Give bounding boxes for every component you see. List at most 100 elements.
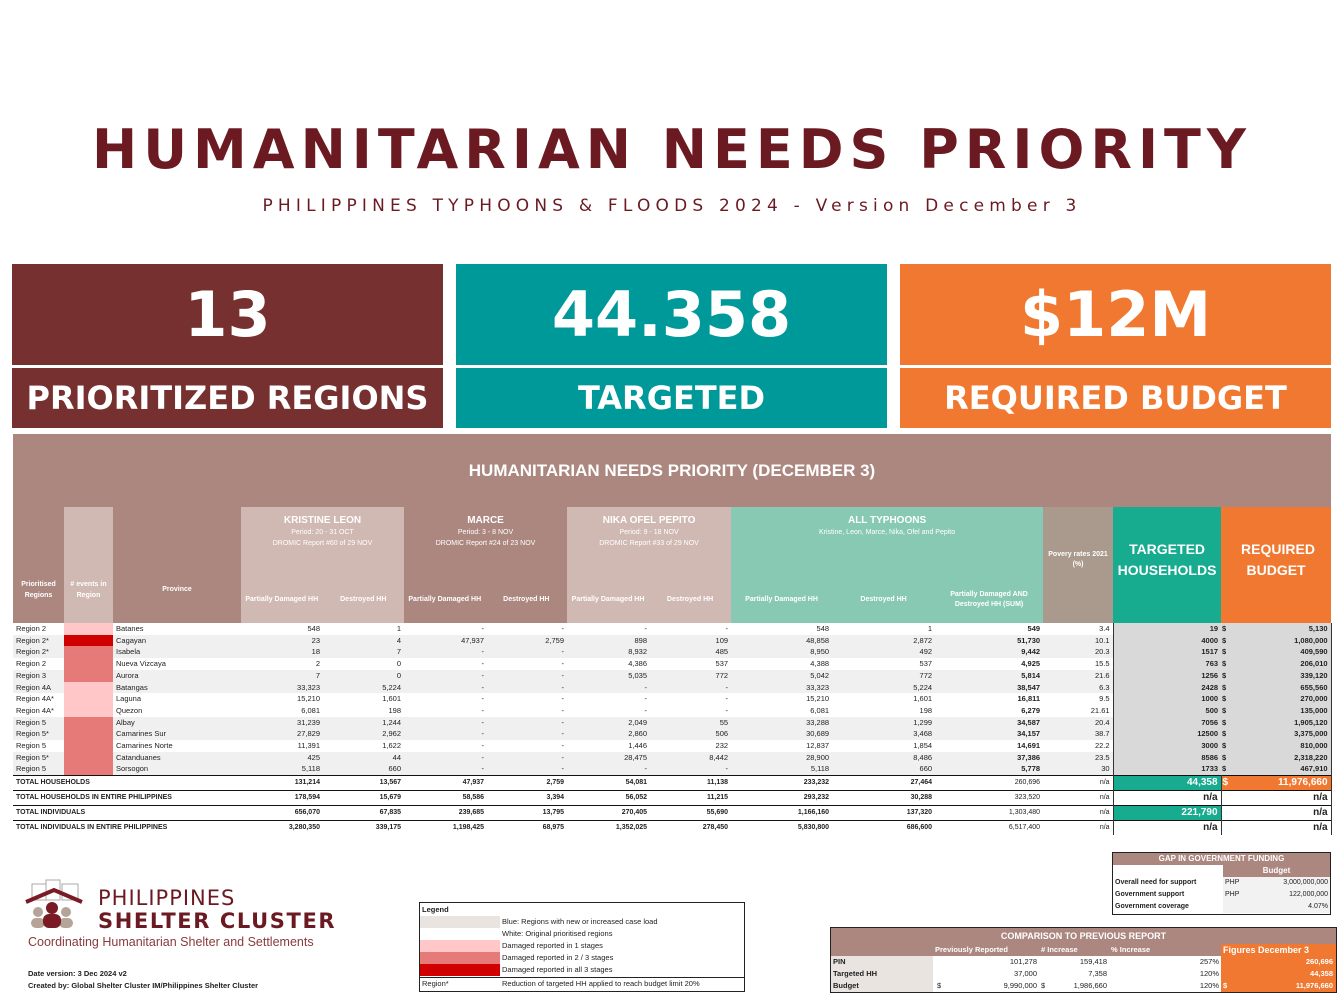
m_d-cell: - — [561, 682, 565, 692]
a_d-cell: 1,299 — [913, 717, 933, 727]
pov-cell: 21.61 — [1043, 704, 1114, 717]
currency: $ — [1223, 981, 1228, 990]
events-cell — [64, 728, 113, 741]
a_d-cell: 8,486 — [913, 752, 933, 762]
region-cell: Region 5* — [16, 729, 49, 739]
legend-text: Blue: Regions with new or increased case… — [502, 917, 658, 926]
events-cell — [64, 751, 113, 764]
n_p-cell: 1,446 — [628, 741, 648, 751]
pov-cell: 20.4 — [1043, 716, 1114, 729]
kl_d-cell: 660 — [388, 764, 402, 774]
total-a_d-cell: 137,320 — [832, 804, 936, 821]
a_d-cell: 772 — [919, 670, 933, 680]
hh-cell: 19 — [1113, 623, 1222, 635]
total-a_d-cell: 686,600 — [832, 819, 936, 835]
events-cell — [64, 693, 113, 705]
n_p-cell: - — [644, 682, 648, 692]
budget-cell: 467,910 — [1243, 763, 1332, 776]
total-n_p-cell: 270,405 — [567, 804, 651, 821]
total-cur-cell — [1221, 804, 1244, 821]
prev-value: 9,990,000 — [1003, 981, 1037, 990]
nika-title: NIKA OFEL PEPITO — [602, 515, 696, 526]
figure-value: 260,696 — [1305, 957, 1333, 966]
cur-cell: $ — [1221, 658, 1244, 670]
legend-item: White: Original prioritised regions — [420, 928, 744, 940]
prev-value: 37,000 — [1014, 969, 1037, 978]
legend-note-key: Region* — [422, 979, 449, 988]
gap-currency — [1223, 901, 1263, 913]
m_d-cell: - — [561, 752, 565, 762]
total-label: TOTAL INDIVIDUALS IN ENTIRE PHILIPPINES — [13, 819, 241, 835]
m_d-cell: - — [561, 729, 565, 739]
total-budget-cell: 11,976,660 — [1243, 775, 1332, 791]
gap-value: 4.07% — [1263, 901, 1330, 913]
legend-swatch — [420, 952, 500, 964]
regions-label: PRIORITIZED REGIONS — [12, 368, 443, 428]
m_p-cell: - — [481, 705, 485, 715]
kl_d-cell: 1,244 — [382, 717, 402, 727]
kl-title: KRISTINE LEON — [283, 515, 362, 526]
m_d-cell: - — [561, 741, 565, 751]
total-budget-cell: n/a — [1243, 819, 1332, 835]
comparison-label: PIN — [831, 956, 933, 968]
n_p-cell: - — [644, 694, 648, 704]
kl-destroyed-header: Destroyed HH — [340, 595, 387, 603]
n_p-cell: - — [644, 624, 648, 633]
total-cur-cell: $ — [1221, 775, 1244, 791]
sum-cell: 34,587 — [1017, 717, 1041, 727]
a_p-cell: 4,388 — [810, 659, 830, 669]
gap-label: Government support — [1115, 891, 1185, 898]
pov-cell: 6.3 — [1043, 681, 1114, 694]
sum-cell: 549 — [1027, 624, 1041, 633]
n_p-cell: 4,386 — [628, 659, 648, 669]
comparison-row: Targeted HH 37,000 7,358 120% 44,358 — [831, 968, 1336, 980]
table-row: Region 2 Nueva Vizcaya 2 0 - - 4,386 537 4,388 53… — [13, 658, 1332, 670]
sum-cell: 14,691 — [1017, 741, 1041, 751]
kl_d-cell: 0 — [396, 659, 402, 669]
kl_d-cell: 198 — [388, 705, 402, 715]
total-n_d-cell: 278,450 — [650, 819, 732, 835]
n_d-cell: - — [725, 682, 729, 692]
pov-cell: 21.6 — [1043, 669, 1114, 682]
events-cell — [64, 623, 113, 635]
all-partial-header: Partially Damaged HH — [745, 595, 818, 603]
gap-value: 122,000,000 — [1263, 889, 1330, 901]
kl_p-cell: 18 — [311, 647, 320, 657]
m_p-cell: - — [481, 717, 485, 727]
n_p-cell: - — [644, 705, 648, 715]
hh-cell: 1517 — [1113, 646, 1222, 659]
total-kl_p-cell: 656,070 — [241, 804, 323, 821]
total-a_p-cell: 5,830,800 — [731, 819, 833, 835]
total-kl_d-cell: 339,175 — [323, 819, 405, 835]
total-row: TOTAL INDIVIDUALS 656,070 67,835 239,685 13,… — [13, 804, 1332, 821]
figure-value: 11,976,660 — [1295, 981, 1333, 990]
n_d-cell: 109 — [715, 635, 729, 645]
kl_d-cell: 1,601 — [382, 694, 402, 704]
nika-period: Period: 9 - 18 NOV — [619, 529, 679, 536]
n_d-cell: - — [725, 705, 729, 715]
gap-budget-header: Budget — [1223, 865, 1330, 877]
marce-title: MARCE — [467, 515, 504, 526]
kl_d-cell: 1,622 — [382, 741, 402, 751]
province-cell: Cagayan — [116, 635, 147, 645]
total-n_d-cell: 11,138 — [650, 775, 732, 791]
cur-cell: $ — [1221, 716, 1244, 729]
total-pov-cell: n/a — [1043, 789, 1114, 806]
hh-cell: 1733 — [1113, 763, 1222, 776]
region-cell: Region 2* — [16, 647, 49, 657]
m_p-cell: 47,937 — [461, 635, 485, 645]
province-cell: Aurora — [116, 670, 139, 680]
province-cell: Quezon — [116, 705, 143, 715]
n_d-cell: - — [725, 764, 729, 774]
comparison-row: Budget $ 9,990,000 $ 1,986,660 120% $11,… — [831, 980, 1336, 992]
hh-cell: 2428 — [1113, 681, 1222, 694]
header-region: Prioritised Regions — [13, 507, 64, 623]
hh-cell: 500 — [1113, 704, 1222, 717]
region-cell: Region 4A* — [16, 705, 54, 715]
m_d-cell: - — [561, 659, 565, 669]
currency: $ — [937, 981, 942, 990]
n_d-cell: 485 — [715, 647, 729, 657]
sum-cell: 9,442 — [1021, 647, 1041, 657]
currency — [1221, 956, 1237, 968]
n_p-cell: 28,475 — [624, 752, 648, 762]
